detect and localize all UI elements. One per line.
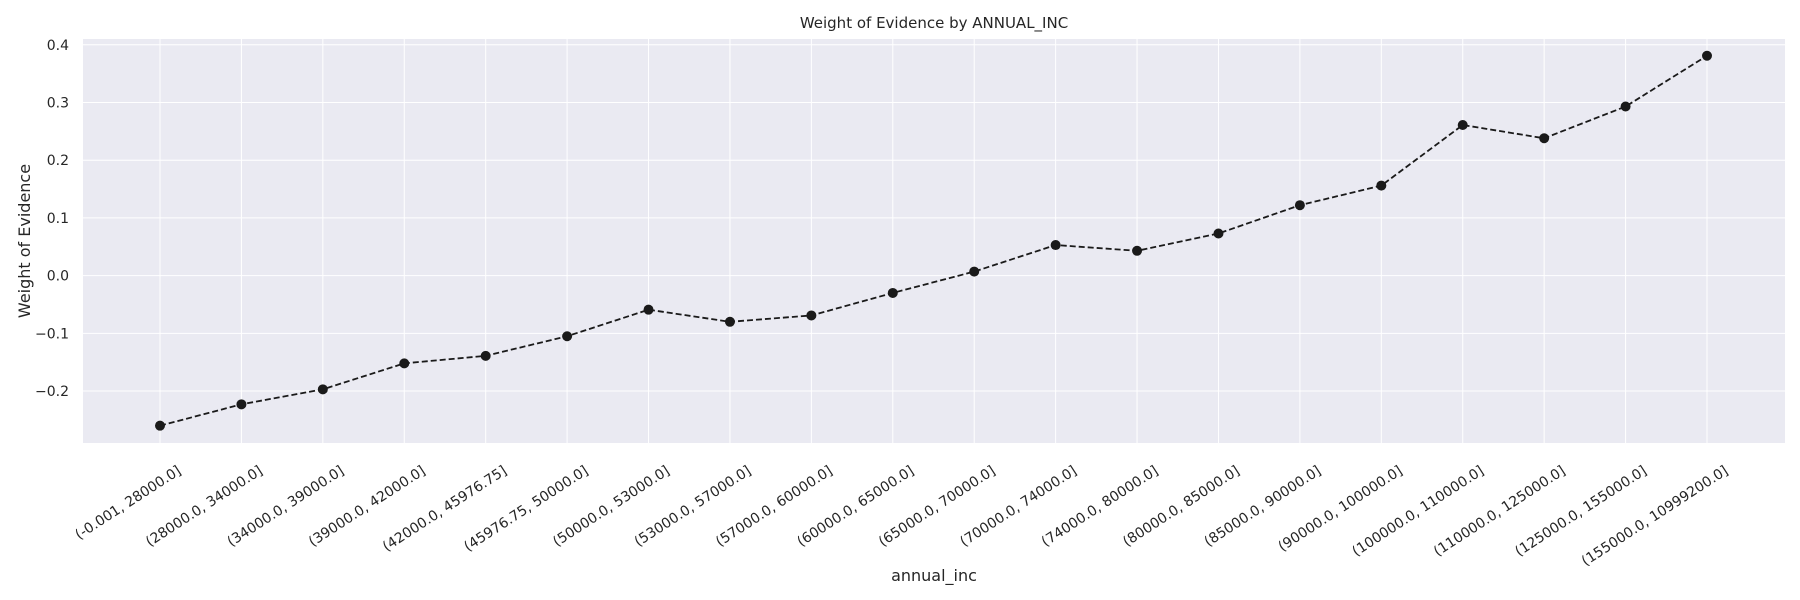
x-tick-labels: (-0.001, 28000.0](28000.0, 34000.0](3400… (72, 463, 1731, 570)
grid (83, 39, 1785, 443)
y-tick-label: 0.3 (47, 95, 69, 111)
data-point (317, 384, 328, 395)
data-point (1132, 245, 1143, 256)
data-point (399, 358, 410, 369)
plot-area (83, 39, 1785, 443)
data-point (806, 310, 817, 321)
y-tick-labels: −0.2 −0.1 0.0 0.1 0.2 0.3 0.4 (35, 38, 69, 400)
y-tick-label: 0.1 (47, 211, 69, 227)
data-point (969, 266, 980, 277)
y-tick-label: 0.0 (47, 269, 69, 285)
data-point (1539, 133, 1550, 144)
y-tick-label: 0.4 (47, 38, 69, 54)
data-point (480, 350, 491, 361)
x-tick-label: (100000.0, 110000.0] (1350, 463, 1487, 560)
data-point (155, 420, 165, 431)
data-point (236, 399, 247, 410)
data-points (155, 50, 1712, 431)
x-tick-label: (125000.0, 155000.0] (1512, 463, 1649, 560)
x-tick-label: (110000.0, 125000.0] (1431, 463, 1568, 560)
y-axis-label: Weight of Evidence (15, 164, 34, 318)
x-axis-label: annual_inc (891, 566, 977, 586)
y-tick-label: 0.2 (47, 153, 69, 169)
chart-title: Weight of Evidence by ANNUAL_INC (800, 14, 1068, 33)
y-tick-label: −0.2 (35, 384, 69, 400)
series-line (159, 54, 1708, 427)
data-point (1620, 101, 1631, 112)
data-point (1376, 180, 1387, 191)
data-point (562, 331, 573, 342)
data-point (1213, 228, 1224, 239)
x-tick-label: (155000.0, 10999200.0] (1579, 463, 1731, 570)
data-point (643, 304, 654, 315)
data-point (1457, 119, 1468, 130)
data-point (1294, 200, 1305, 211)
data-point (1702, 50, 1712, 61)
data-point (1050, 240, 1061, 251)
y-tick-label: −0.1 (35, 326, 69, 342)
data-point (887, 287, 898, 298)
data-point (724, 316, 735, 327)
